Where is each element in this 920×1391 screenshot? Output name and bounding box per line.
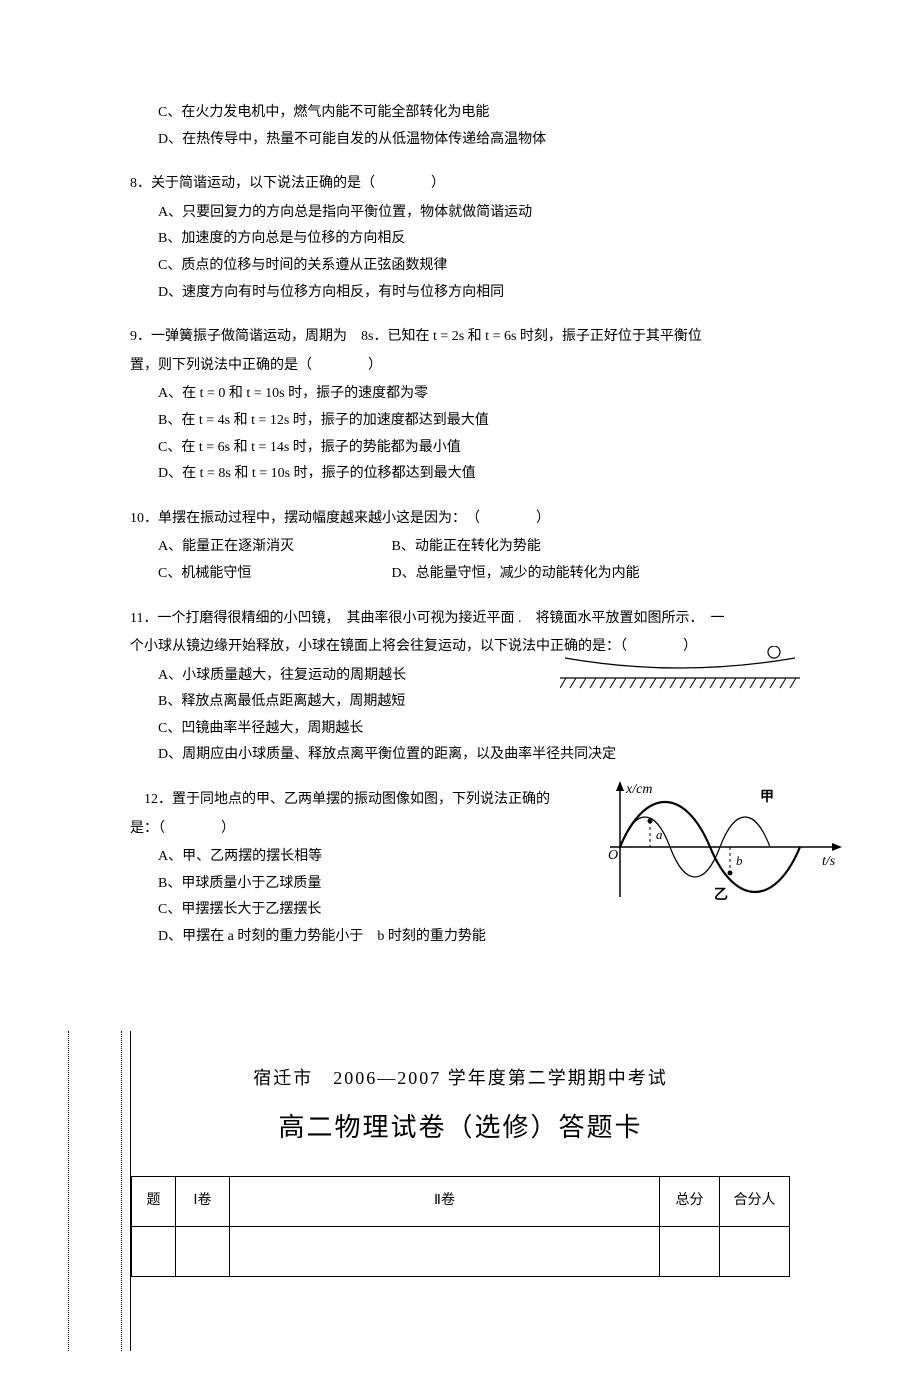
fig12-ylabel: x/cm	[625, 782, 652, 797]
q10-stem: 10．单摆在振动过程中，摆动幅度越来越小这是因为： （ ）	[130, 506, 790, 533]
question-9: 9．一弹簧振子做简谐运动，周期为 8s．已知在 t = 2s 和 t = 6s …	[130, 324, 790, 488]
q9-stem-line2: 置，则下列说法中正确的是（ ）	[130, 353, 790, 380]
q8-stem: 8．关于简谐运动，以下说法正确的是（ ）	[130, 171, 790, 198]
q8-option-a: A、只要回复力的方向总是指向平衡位置，物体就做简谐运动	[130, 200, 790, 227]
q9-option-a: A、在 t = 0 和 t = 10s 时，振子的速度都为零	[130, 381, 790, 408]
sheet-title-line2: 高二物理试卷（选修）答题卡	[131, 1103, 790, 1152]
cell	[720, 1227, 790, 1277]
fig12-label-jia: 甲	[760, 789, 774, 805]
fig12-label-yi: 乙	[714, 887, 728, 903]
question-10: 10．单摆在振动过程中，摆动幅度越来越小这是因为： （ ） A、能量正在逐渐消灭…	[130, 506, 790, 588]
fig12-origin: O	[608, 848, 618, 863]
score-table: 题 Ⅰ卷 Ⅱ卷 总分 合分人	[131, 1176, 790, 1277]
header-juan1: Ⅰ卷	[176, 1177, 230, 1227]
table-row	[132, 1227, 790, 1277]
question-12: 12．置于同地点的甲、乙两单摆的振动图像如图，下列说法正确的 是：（ ） A、甲…	[130, 787, 790, 951]
q7-option-c: C、在火力发电机中，燃气内能不可能全部转化为电能	[130, 100, 790, 127]
header-total: 总分	[660, 1177, 720, 1227]
table-row: 题 Ⅰ卷 Ⅱ卷 总分 合分人	[132, 1177, 790, 1227]
q11-stem-line1: 11．一个打磨得很精细的小凹镜， 其曲率很小可视为接近平面 . 将镜面水平放置如…	[130, 606, 790, 633]
header-ti: 题	[132, 1177, 176, 1227]
fig12-label-a: a	[656, 827, 663, 842]
question-11: 11．一个打磨得很精细的小凹镜， 其曲率很小可视为接近平面 . 将镜面水平放置如…	[130, 606, 790, 770]
q7-option-d: D、在热传导中，热量不可能自发的从低温物体传递给高温物体	[130, 127, 790, 154]
q10-option-d: D、总能量守恒，减少的动能转化为内能	[392, 561, 640, 588]
question-7-tail: C、在火力发电机中，燃气内能不可能全部转化为电能 D、在热传导中，热量不可能自发…	[130, 100, 790, 153]
q11-option-c: C、凹镜曲率半径越大，周期越长	[130, 716, 790, 743]
header-juan2: Ⅱ卷	[230, 1177, 660, 1227]
q12-option-d: D、甲摆在 a 时刻的重力势能小于 b 时刻的重力势能	[130, 924, 790, 951]
sheet-title-line1: 宿迁市 2006—2007 学年度第二学期期中考试	[131, 1061, 790, 1095]
q8-option-c: C、质点的位移与时间的关系遵从正弦函数规律	[130, 253, 790, 280]
fig12-xlabel: t/s	[822, 854, 836, 869]
question-8: 8．关于简谐运动，以下说法正确的是（ ） A、只要回复力的方向总是指向平衡位置，…	[130, 171, 790, 306]
q11-figure	[560, 646, 800, 712]
q8-option-b: B、加速度的方向总是与位移的方向相反	[130, 226, 790, 253]
cell	[176, 1227, 230, 1277]
cell	[132, 1227, 176, 1277]
q9-option-c: C、在 t = 6s 和 t = 14s 时，振子的势能都为最小值	[130, 435, 790, 462]
cell	[660, 1227, 720, 1277]
q8-option-d: D、速度方向有时与位移方向相反，有时与位移方向相同	[130, 280, 790, 307]
cell	[230, 1227, 660, 1277]
q12-figure: x/cm t/s O a b 甲 乙	[590, 777, 850, 918]
header-grader: 合分人	[720, 1177, 790, 1227]
q10-option-c: C、机械能守恒	[158, 561, 388, 588]
q10-option-a: A、能量正在逐渐消灭	[158, 534, 388, 561]
fig12-label-b: b	[736, 853, 743, 868]
q10-option-b: B、动能正在转化为势能	[392, 534, 541, 561]
q11-option-d: D、周期应由小球质量、释放点离平衡位置的距离，以及曲率半径共同决定	[130, 742, 790, 769]
q9-stem-line1: 9．一弹簧振子做简谐运动，周期为 8s．已知在 t = 2s 和 t = 6s …	[130, 324, 790, 351]
q9-option-b: B、在 t = 4s 和 t = 12s 时，振子的加速度都达到最大值	[130, 408, 790, 435]
q9-option-d: D、在 t = 8s 和 t = 10s 时，振子的位移都达到最大值	[130, 461, 790, 488]
